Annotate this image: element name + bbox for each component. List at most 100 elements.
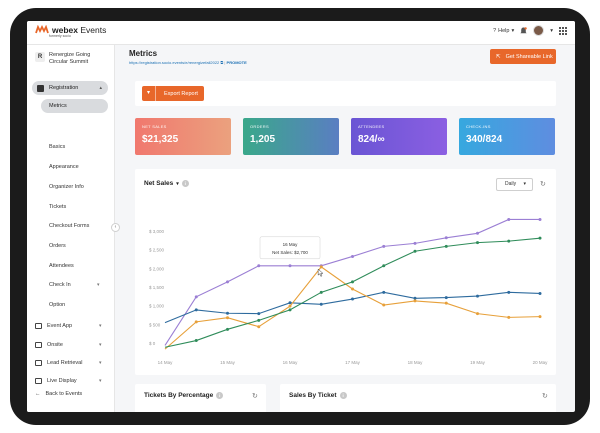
share-button-label: Get Shareable Link <box>505 53 553 60</box>
sidebar-item-organizer-info[interactable]: Organizer Info <box>49 184 84 190</box>
chevron-down-icon[interactable]: ▾ <box>550 27 553 34</box>
chevron-down-icon: ▾ <box>142 86 156 101</box>
period-select[interactable]: Daily ▾ <box>496 178 533 191</box>
sidebar-item-registration[interactable]: Registration ▴ <box>32 81 108 95</box>
event-selector[interactable]: R Renergize Going Circular Summit <box>35 52 109 66</box>
data-point <box>476 312 479 316</box>
back-to-events-link[interactable]: ← Back to Events <box>35 391 82 397</box>
chevron-down-icon: ▾ <box>99 342 102 348</box>
chevron-up-icon: ▴ <box>99 85 102 91</box>
back-label: Back to Events <box>45 391 83 397</box>
data-point <box>257 325 261 329</box>
sidebar-item-lead-retrieval[interactable]: Lead Retrieval ▾ <box>35 360 111 366</box>
panel-title: Tickets By Percentage i <box>144 392 224 399</box>
sidebar-item-live-display[interactable]: Live Display ▾ <box>35 378 111 384</box>
panel-title-label: Tickets By Percentage <box>144 392 214 399</box>
data-point <box>288 301 292 305</box>
copy-icon[interactable]: ⧉ <box>220 60 224 65</box>
sidebar-item-basics[interactable]: Basics <box>49 144 66 150</box>
data-point <box>538 315 542 319</box>
stat-label: ORDERS <box>250 124 269 129</box>
y-tick-label: $ 3,000 <box>149 229 165 234</box>
data-point <box>226 327 229 331</box>
data-point <box>351 287 354 291</box>
help-label: Help <box>498 27 510 34</box>
sidebar-item-attendees[interactable]: Attendees <box>49 263 74 269</box>
chart-title[interactable]: Net Sales ▾ i <box>144 180 189 187</box>
data-point <box>382 303 386 307</box>
sidebar-item-event-app[interactable]: Event App ▾ <box>35 323 111 329</box>
refresh-icon[interactable]: ↻ <box>542 393 548 400</box>
sidebar-item-label: Live Display <box>47 378 77 384</box>
promote-link[interactable]: PROMOTE <box>226 60 247 65</box>
x-tick-label: 17 May <box>345 360 361 365</box>
help-menu[interactable]: ? Help ▾ <box>493 28 514 34</box>
tooltip-box <box>259 236 321 260</box>
sidebar-item-checkout-forms[interactable]: Checkout Forms <box>49 223 90 229</box>
refresh-icon[interactable]: ↻ <box>252 393 258 400</box>
data-point <box>226 280 229 284</box>
data-point <box>476 294 479 298</box>
data-point <box>444 244 448 248</box>
data-point <box>507 217 511 221</box>
data-point <box>351 280 354 284</box>
webex-logo-icon <box>35 25 49 34</box>
collapse-sidebar-button[interactable]: ‹ <box>111 223 120 232</box>
panel-title: Sales By Ticket i <box>289 392 347 399</box>
net-sales-card: NET SALES $21,325 <box>135 118 231 155</box>
data-point <box>507 315 511 319</box>
event-name: Renergize Going Circular Summit <box>49 52 91 65</box>
sidebar-item-metrics[interactable]: Metrics <box>41 99 108 113</box>
net-sales-panel: Net Sales ▾ i Daily ▾ ↻ $ 0 $ 500 $ 1,000 $… <box>135 169 556 375</box>
sidebar-item-tickets[interactable]: Tickets <box>49 204 67 210</box>
data-point <box>226 316 229 320</box>
data-point <box>288 308 292 312</box>
webex-logo[interactable]: webex Events <box>35 25 106 35</box>
stat-label: ATTENDEES <box>358 124 385 129</box>
data-point <box>194 320 198 324</box>
badge-icon <box>35 342 42 348</box>
sidebar-item-appearance[interactable]: Appearance <box>49 164 79 170</box>
data-point <box>319 302 323 306</box>
data-point <box>507 290 511 294</box>
info-icon[interactable]: i <box>339 392 347 399</box>
chart-title-label: Net Sales <box>144 180 174 187</box>
y-tick-label: $ 2,000 <box>149 266 165 271</box>
sidebar-item-option[interactable]: Option <box>49 302 66 308</box>
logo-text: webex Events <box>52 24 107 35</box>
data-point <box>257 312 261 316</box>
data-point <box>194 308 198 312</box>
sidebar-item-label: Onsite <box>47 342 63 348</box>
sales-by-ticket-panel: Sales By Ticket i ↻ <box>280 384 556 412</box>
data-point <box>226 311 229 315</box>
sidebar-item-orders[interactable]: Orders <box>49 243 66 249</box>
refresh-icon[interactable]: ↻ <box>540 181 546 188</box>
info-icon[interactable]: i <box>216 392 224 399</box>
info-icon[interactable]: i <box>181 180 189 187</box>
sidebar-item-label: Registration <box>49 85 79 91</box>
sidebar-item-check-in[interactable]: Check In ▾ <box>49 282 109 288</box>
export-report-button[interactable]: ▾ Export Report <box>142 86 204 101</box>
orders-card: ORDERS 1,205 <box>243 118 339 155</box>
mouse-cursor-icon <box>317 268 324 277</box>
sidebar-item-label: Lead Retrieval <box>47 360 83 366</box>
data-point <box>444 296 448 300</box>
sidebar-item-onsite[interactable]: Onsite ▾ <box>35 342 111 348</box>
data-point <box>413 241 417 245</box>
bell-icon[interactable] <box>520 26 528 35</box>
attendees-card: ATTENDEES 824/∞ <box>351 118 447 155</box>
get-shareable-link-button[interactable]: ⇱ Get Shareable Link <box>490 49 556 64</box>
x-tick-label: 20 May <box>533 360 549 365</box>
tooltip-value: Net Sales: $2,700 <box>272 250 308 255</box>
data-point <box>444 301 448 305</box>
chevron-down-icon: ▾ <box>99 323 102 329</box>
x-tick-label: 14 May <box>158 360 174 365</box>
data-point <box>444 236 448 240</box>
series-line <box>164 266 541 350</box>
data-point <box>382 290 386 294</box>
stat-label: NET SALES <box>142 124 167 129</box>
stat-value: 824/∞ <box>358 134 385 145</box>
event-url-link[interactable]: https://registration.socio.events/e/rene… <box>129 60 220 65</box>
apps-grid-icon[interactable] <box>559 26 567 35</box>
avatar[interactable] <box>533 25 545 36</box>
